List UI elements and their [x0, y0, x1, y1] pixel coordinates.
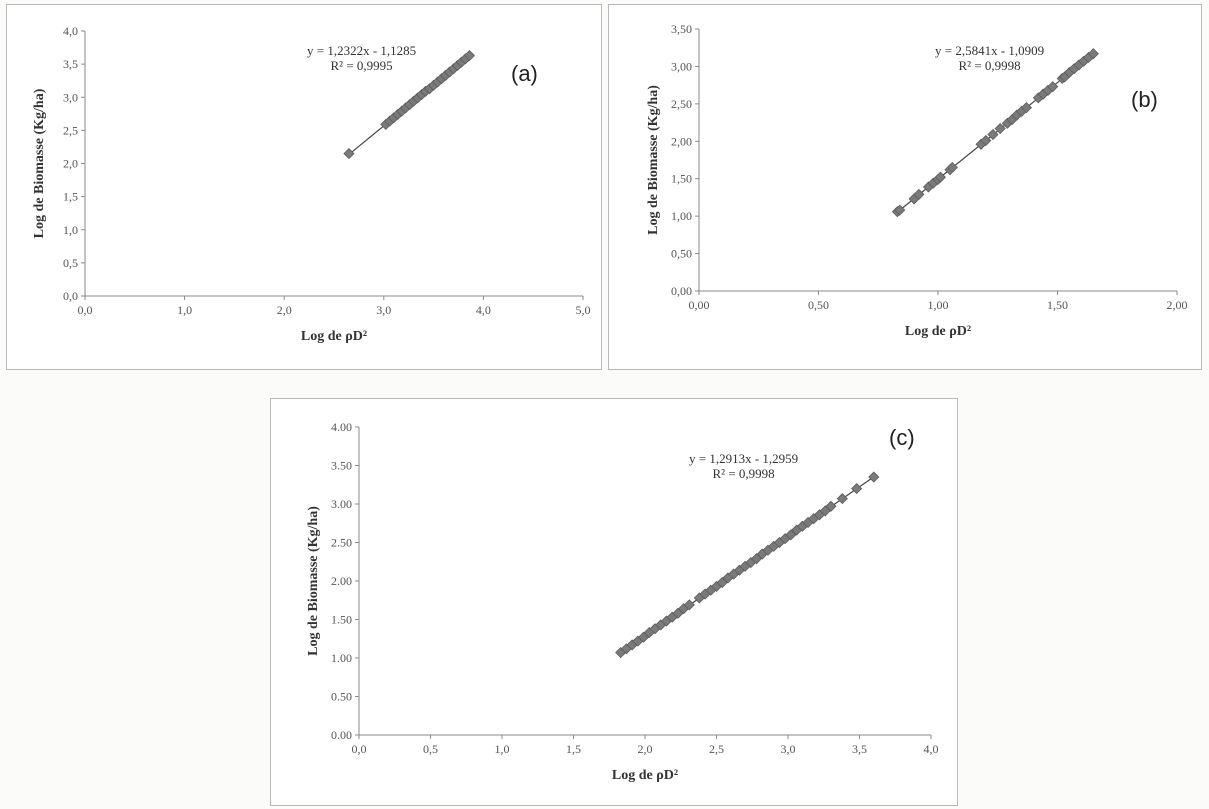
panel-label-c: (c) — [889, 425, 915, 450]
x-tick-label-a: 4,0 — [476, 303, 491, 317]
data-point-b — [987, 128, 999, 141]
y-tick-label-b: 2,50 — [671, 97, 692, 111]
data-point-c — [836, 493, 848, 505]
equation-text-a: y = 1,2322x - 1,1285 — [307, 43, 417, 58]
equation-text-b: y = 2,5841x - 1,0909 — [935, 43, 1045, 58]
y-tick-label-a: 1,0 — [63, 223, 78, 237]
x-axis-title-c: Log de ρD² — [612, 768, 678, 783]
data-point-b — [894, 204, 906, 216]
y-tick-label-a: 0,5 — [63, 256, 78, 270]
panel-label-a: (a) — [511, 61, 538, 86]
chart-b-svg: 0,00 0,50 1,00 1,50 2,00 2,50 3,00 3,50 0,00 0,50… — [646, 22, 1188, 339]
x-tick-label-b: 1,00 — [928, 298, 949, 312]
y-axis-title-c: Log de Biomasse (Kg/ha) — [306, 506, 321, 656]
data-point-c — [683, 599, 695, 611]
chart-a-svg: 0,0 0,5 1,0 1,5 2,0 2,5 3,0 3,5 4,0 0,0 1,0 2,0 3,0 4… — [32, 24, 591, 344]
data-point-b — [934, 171, 946, 183]
data-point-c — [825, 500, 837, 512]
r-squared-text-b: R² = 0,9998 — [958, 58, 1021, 73]
data-point-b — [946, 161, 958, 174]
y-tick-label-b: 3,00 — [671, 59, 692, 73]
y-tick-label-c: 0.00 — [331, 728, 352, 742]
trend-equation-a: y = 1,2322x - 1,1285 R² = 0,9995 — [307, 43, 416, 73]
y-tick-label-c: 2.50 — [331, 536, 352, 550]
x-tick-label-a: 0,0 — [78, 303, 93, 317]
y-tick-label-b: 1,50 — [671, 172, 692, 186]
chart-panel-c: 0.00 0.50 1.00 1.50 2.00 2.50 3.00 3.50 4.00 0,0 0… — [270, 398, 958, 806]
x-tick-label-c: 4,0 — [924, 742, 939, 756]
x-tick-label-c: 0,5 — [423, 742, 438, 756]
data-point-b — [1047, 81, 1059, 93]
data-point-c — [868, 471, 880, 483]
x-tick-label-b: 0,50 — [808, 298, 829, 312]
equation-text-c: y = 1,2913x - 1,2959 — [689, 451, 799, 466]
x-tick-label-c: 2,0 — [638, 742, 653, 756]
y-tick-label-c: 3.00 — [331, 497, 352, 511]
data-point-b — [994, 122, 1006, 135]
trend-equation-c: y = 1,2913x - 1,2959 R² = 0,9998 — [689, 451, 798, 481]
y-tick-label-b: 1,00 — [671, 209, 692, 223]
data-point-b — [980, 134, 992, 147]
x-tick-label-c: 3,0 — [781, 742, 796, 756]
x-tick-label-b: 2,00 — [1167, 298, 1188, 312]
y-tick-label-b: 0,50 — [671, 247, 692, 261]
chart-panel-b: 0,00 0,50 1,00 1,50 2,00 2,50 3,00 3,50 0,00 0,50… — [608, 4, 1202, 370]
chart-c-svg: 0.00 0.50 1.00 1.50 2.00 2.50 3.00 3.50 4.00 0,0 0… — [306, 420, 939, 783]
data-point-b — [1020, 102, 1032, 114]
y-tick-label-a: 4,0 — [63, 24, 78, 38]
y-tick-label-c: 1.50 — [331, 613, 352, 627]
y-tick-label-b: 3,50 — [671, 22, 692, 36]
data-point-b — [913, 188, 925, 200]
y-tick-label-a: 3,0 — [63, 90, 78, 104]
y-tick-label-a: 2,5 — [63, 123, 78, 137]
x-axis-title-b: Log de ρD² — [905, 324, 971, 339]
data-point-b — [1087, 48, 1099, 60]
y-tick-label-c: 3.50 — [331, 459, 352, 473]
x-tick-label-a: 5,0 — [576, 303, 591, 317]
y-tick-label-c: 0.50 — [331, 690, 352, 704]
data-point-a — [463, 49, 476, 62]
y-tick-label-a: 1,5 — [63, 190, 78, 204]
x-tick-label-c: 1,5 — [566, 742, 581, 756]
y-tick-label-b: 2,00 — [671, 134, 692, 148]
data-point-a — [343, 147, 355, 160]
r-squared-text-c: R² = 0,9998 — [712, 466, 775, 481]
y-tick-label-c: 4.00 — [331, 420, 352, 434]
y-tick-label-a: 3,5 — [63, 57, 78, 71]
y-axis-title-a: Log de Biomasse (Kg/ha) — [32, 88, 47, 238]
x-tick-label-b: 0,00 — [689, 298, 710, 312]
x-tick-label-c: 0,0 — [352, 742, 367, 756]
data-point-c — [851, 483, 863, 495]
y-tick-label-c: 2.00 — [331, 574, 352, 588]
x-axis-title-a: Log de ρD² — [301, 329, 367, 344]
x-tick-label-a: 3,0 — [376, 303, 391, 317]
x-tick-label-c: 3,5 — [852, 742, 867, 756]
trend-equation-b: y = 2,5841x - 1,0909 R² = 0,9998 — [935, 43, 1044, 73]
panel-label-b: (b) — [1131, 87, 1158, 112]
chart-panel-a: 0,0 0,5 1,0 1,5 2,0 2,5 3,0 3,5 4,0 0,0 1,0 2,0 3,0 4… — [6, 4, 602, 370]
y-tick-label-b: 0,00 — [671, 284, 692, 298]
x-tick-label-a: 1,0 — [177, 303, 192, 317]
r-squared-text-a: R² = 0,9995 — [330, 58, 393, 73]
x-tick-label-a: 2,0 — [277, 303, 292, 317]
x-tick-label-c: 1,0 — [495, 742, 510, 756]
x-tick-label-c: 2,5 — [709, 742, 724, 756]
y-tick-label-a: 2,0 — [63, 157, 78, 171]
x-tick-label-b: 1,50 — [1047, 298, 1068, 312]
y-axis-title-b: Log de Biomasse (Kg/ha) — [646, 85, 661, 235]
y-tick-label-c: 1.00 — [331, 651, 352, 665]
y-tick-label-a: 0,0 — [63, 289, 78, 303]
